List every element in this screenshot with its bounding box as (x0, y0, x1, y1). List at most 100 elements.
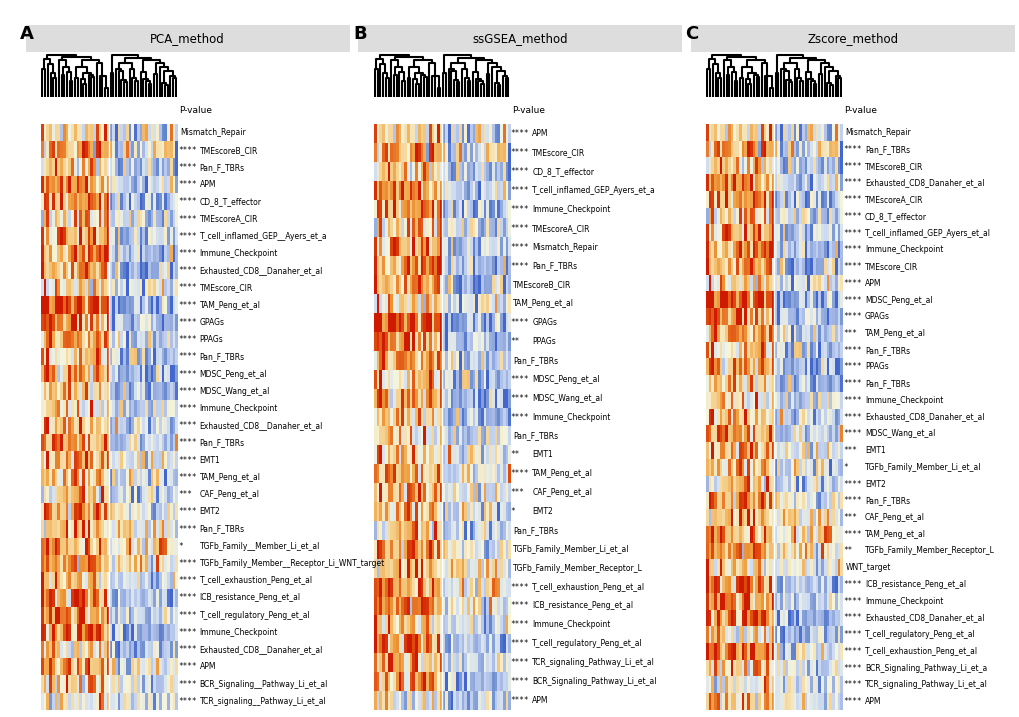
Text: TCR_BCR: TCR_BCR (695, 670, 701, 699)
Text: T_cell_exhaustion_Peng_et_al: T_cell_exhaustion_Peng_et_al (200, 576, 313, 585)
Text: ****: **** (178, 266, 197, 275)
Text: High: High (726, 105, 754, 115)
Text: TCR_BCR: TCR_BCR (363, 667, 369, 696)
Text: Zscore_method: Zscore_method (806, 32, 898, 45)
Text: ****: **** (511, 412, 529, 422)
Text: GPAGs: GPAGs (864, 312, 889, 321)
Text: ***: *** (178, 490, 192, 499)
Text: ****: **** (843, 262, 861, 271)
Text: ****: **** (178, 232, 197, 241)
Text: ****: **** (178, 455, 197, 465)
Text: Mismatch_Repair: Mismatch_Repair (532, 242, 597, 252)
Text: ****: **** (511, 205, 529, 214)
Text: ****: **** (843, 145, 861, 154)
Text: ****: **** (178, 663, 197, 671)
Text: Immune_Checkpoint: Immune_Checkpoint (864, 396, 943, 405)
Text: Exhausted_CD8__Danaher_et_al: Exhausted_CD8__Danaher_et_al (200, 645, 323, 654)
Text: ****: **** (843, 245, 861, 255)
Text: TMEscoreA_CIR: TMEscoreA_CIR (200, 214, 258, 224)
Text: APM: APM (864, 697, 880, 706)
Text: Pan_F_TBRs: Pan_F_TBRs (200, 163, 245, 172)
Text: ****: **** (178, 180, 197, 189)
Text: A: A (20, 25, 35, 43)
Text: ****: **** (843, 179, 861, 187)
Text: T_cell_inflamed_GEP_Ayers_et_al: T_cell_inflamed_GEP_Ayers_et_al (864, 229, 989, 237)
Text: ****: **** (843, 630, 861, 639)
Text: ****: **** (843, 195, 861, 204)
Text: ****: **** (511, 583, 529, 592)
Text: TGFb_Family_Member_Receptor_L: TGFb_Family_Member_Receptor_L (864, 546, 994, 556)
Text: *: * (511, 507, 515, 516)
Text: Pan_F_TBRs: Pan_F_TBRs (513, 432, 557, 440)
Text: TAM_Peng_et_al: TAM_Peng_et_al (513, 299, 574, 308)
Text: ****: **** (178, 594, 197, 602)
Text: T_cell_exhaustion_Peng_et_al: T_cell_exhaustion_Peng_et_al (864, 647, 977, 656)
Text: ****: **** (843, 212, 861, 221)
Text: ****: **** (178, 680, 197, 688)
Text: ****: **** (178, 576, 197, 585)
Text: ****: **** (511, 186, 529, 195)
Text: Pan_F_TBRs: Pan_F_TBRs (864, 379, 909, 388)
Text: ****: **** (843, 580, 861, 589)
Text: EMT1: EMT1 (864, 446, 884, 455)
Text: GPAGs: GPAGs (200, 318, 224, 327)
Text: ****: **** (178, 283, 197, 293)
Text: Pan_F_TBRs: Pan_F_TBRs (864, 496, 909, 505)
Text: ****: **** (843, 429, 861, 438)
Text: Low: Low (130, 105, 156, 115)
Text: immunue
exhaustion: immunue exhaustion (28, 597, 39, 634)
Text: T_cell_regulatory_Peng_et_al: T_cell_regulatory_Peng_et_al (864, 630, 974, 639)
Text: Pan_F_TBRs: Pan_F_TBRs (200, 525, 245, 533)
Text: TGFb_Family_Member_Receptor_L: TGFb_Family_Member_Receptor_L (513, 564, 642, 573)
Text: ****: **** (843, 613, 861, 622)
Text: ****: **** (511, 469, 529, 478)
Text: MDSC_Wang_et_al: MDSC_Wang_et_al (864, 429, 934, 438)
Text: CAF_Peng_et_al: CAF_Peng_et_al (532, 488, 592, 497)
Text: TMEscore_CIR: TMEscore_CIR (200, 283, 253, 293)
Text: BCR_Signaling_Pathway_Li_et_a: BCR_Signaling_Pathway_Li_et_a (864, 663, 986, 673)
Text: ***: *** (843, 329, 856, 338)
Text: MDSC_Wang_et_al: MDSC_Wang_et_al (532, 394, 602, 403)
Text: Immune_Checkpoint: Immune_Checkpoint (864, 597, 943, 606)
Text: PPAGs: PPAGs (200, 335, 223, 344)
Text: Exhausted_CD8__Danaher_et_al: Exhausted_CD8__Danaher_et_al (200, 266, 323, 275)
Text: io_biomarkers: io_biomarkers (363, 186, 369, 233)
Text: **: ** (511, 450, 520, 460)
Text: ****: **** (843, 229, 861, 237)
Text: TAM_Peng_et_al: TAM_Peng_et_al (864, 530, 925, 538)
Text: Low: Low (463, 105, 488, 115)
Text: ****: **** (843, 346, 861, 355)
Text: *: * (178, 542, 182, 551)
Text: Pan_F_TBRs: Pan_F_TBRs (200, 352, 245, 361)
Text: ****: **** (511, 129, 529, 138)
Text: ****: **** (178, 163, 197, 172)
Text: EMT1: EMT1 (532, 450, 552, 460)
Text: ICB_resistance_Peng_et_al: ICB_resistance_Peng_et_al (532, 602, 633, 610)
Text: immunue
microenvironment: immunue microenvironment (360, 310, 371, 372)
Text: io_biomarkers: io_biomarkers (31, 187, 37, 234)
Text: ICB_resistance_Peng_et_al: ICB_resistance_Peng_et_al (864, 580, 965, 589)
Text: ****: **** (511, 677, 529, 686)
Text: CD_8_T_effector: CD_8_T_effector (532, 167, 594, 176)
Text: ****: **** (511, 375, 529, 384)
Text: *: * (843, 462, 847, 472)
Text: ****: **** (843, 663, 861, 673)
Text: ****: **** (178, 628, 197, 637)
Text: EMT2: EMT2 (864, 480, 884, 488)
Text: TMEscoreA_CIR: TMEscoreA_CIR (532, 224, 590, 233)
Text: PPAGs: PPAGs (532, 337, 555, 346)
Text: ****: **** (843, 362, 861, 371)
Text: P-value: P-value (844, 106, 876, 115)
Text: APM: APM (200, 663, 216, 671)
Text: TGFb_Family_Member__Receptor_Li_WNT_target: TGFb_Family_Member__Receptor_Li_WNT_targ… (200, 559, 384, 568)
Text: Immune_Checkpoint: Immune_Checkpoint (200, 249, 278, 258)
Text: **: ** (511, 337, 520, 346)
Text: MDSC_Peng_et_al: MDSC_Peng_et_al (200, 369, 267, 379)
Text: TAM_Peng_et_al: TAM_Peng_et_al (200, 300, 261, 310)
Text: **: ** (843, 546, 852, 556)
Text: ssGSEA_method: ssGSEA_method (472, 32, 568, 45)
Text: ****: **** (511, 640, 529, 648)
Text: T_cell_regulatory_Peng_et_al: T_cell_regulatory_Peng_et_al (532, 640, 642, 648)
Text: ****: **** (178, 369, 197, 379)
Text: Immune_Checkpoint: Immune_Checkpoint (532, 620, 610, 630)
